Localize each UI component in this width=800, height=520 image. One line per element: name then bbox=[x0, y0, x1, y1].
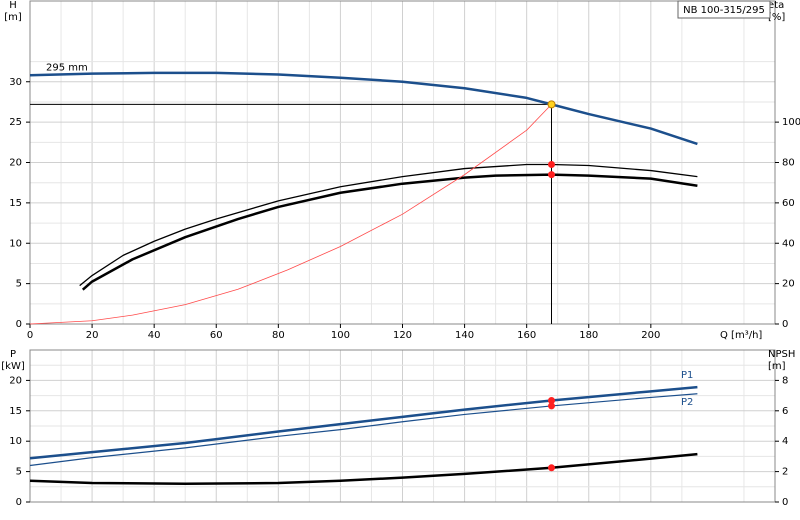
plot-frame bbox=[29, 349, 776, 503]
y2-tick-label: 2 bbox=[782, 467, 788, 478]
x-tick-label: 200 bbox=[641, 330, 660, 341]
curve-label: 295 mm bbox=[46, 62, 88, 73]
y-axis-unit: [m] bbox=[4, 12, 22, 23]
operating-point bbox=[548, 171, 555, 179]
y-tick-label: 5 bbox=[16, 279, 22, 290]
curve bbox=[29, 385, 698, 460]
y2-tick-label: 100 bbox=[782, 117, 800, 128]
operating-point bbox=[548, 464, 555, 472]
y-tick-label: 5 bbox=[16, 467, 22, 478]
y2-axis-label: NPSH bbox=[768, 349, 795, 360]
x-tick-label: 100 bbox=[331, 330, 350, 341]
operating-point bbox=[548, 402, 555, 410]
y-tick-label: 25 bbox=[9, 117, 22, 128]
x-axis-label: Q [m³/h] bbox=[720, 330, 762, 341]
y-tick-label: 10 bbox=[9, 436, 22, 447]
operating-point bbox=[548, 396, 555, 404]
x-tick-label: 160 bbox=[517, 330, 536, 341]
x-tick-label: 140 bbox=[455, 330, 474, 341]
curve bbox=[79, 163, 698, 287]
curve bbox=[81, 173, 698, 291]
curve-label: P2 bbox=[681, 397, 693, 408]
y-tick-label: 20 bbox=[9, 375, 22, 386]
x-tick-label: 40 bbox=[148, 330, 161, 341]
y2-tick-label: 0 bbox=[782, 319, 788, 330]
y-tick-label: 0 bbox=[16, 319, 22, 330]
x-tick-label: 80 bbox=[272, 330, 285, 341]
curve bbox=[29, 452, 698, 486]
y-tick-label: 20 bbox=[9, 158, 22, 169]
y-tick-label: 15 bbox=[9, 198, 22, 209]
x-tick-label: 20 bbox=[86, 330, 99, 341]
y2-tick-label: 20 bbox=[782, 279, 795, 290]
x-tick-label: 120 bbox=[393, 330, 412, 341]
curve bbox=[29, 393, 698, 467]
y2-axis-label: eta bbox=[768, 0, 784, 11]
y2-axis-unit: [m] bbox=[768, 361, 786, 372]
model-box bbox=[677, 0, 771, 19]
y-tick-label: 0 bbox=[16, 497, 22, 508]
operating-point bbox=[548, 161, 555, 169]
y-axis-label: P bbox=[10, 349, 16, 360]
y-axis-label: H bbox=[9, 0, 17, 11]
y2-tick-label: 80 bbox=[782, 158, 795, 169]
y2-tick-label: 8 bbox=[782, 375, 788, 386]
operating-point bbox=[547, 100, 556, 109]
y-tick-label: 15 bbox=[9, 406, 22, 417]
x-tick-label: 60 bbox=[210, 330, 223, 341]
curve bbox=[29, 104, 552, 325]
y-tick-label: 10 bbox=[9, 238, 22, 249]
curve-label: P1 bbox=[681, 370, 693, 381]
y2-tick-label: 4 bbox=[782, 436, 788, 447]
y-tick-label: 30 bbox=[9, 77, 22, 88]
y2-tick-label: 60 bbox=[782, 198, 795, 209]
x-tick-label: 180 bbox=[579, 330, 598, 341]
curve bbox=[29, 71, 698, 146]
y2-tick-label: 0 bbox=[782, 497, 788, 508]
y2-axis-unit: [%] bbox=[768, 12, 785, 23]
model-label: NB 100-315/295 bbox=[683, 5, 765, 16]
x-tick-label: 0 bbox=[27, 330, 33, 341]
y2-tick-label: 6 bbox=[782, 406, 788, 417]
y2-tick-label: 40 bbox=[782, 238, 795, 249]
y-axis-unit: [kW] bbox=[1, 361, 25, 372]
